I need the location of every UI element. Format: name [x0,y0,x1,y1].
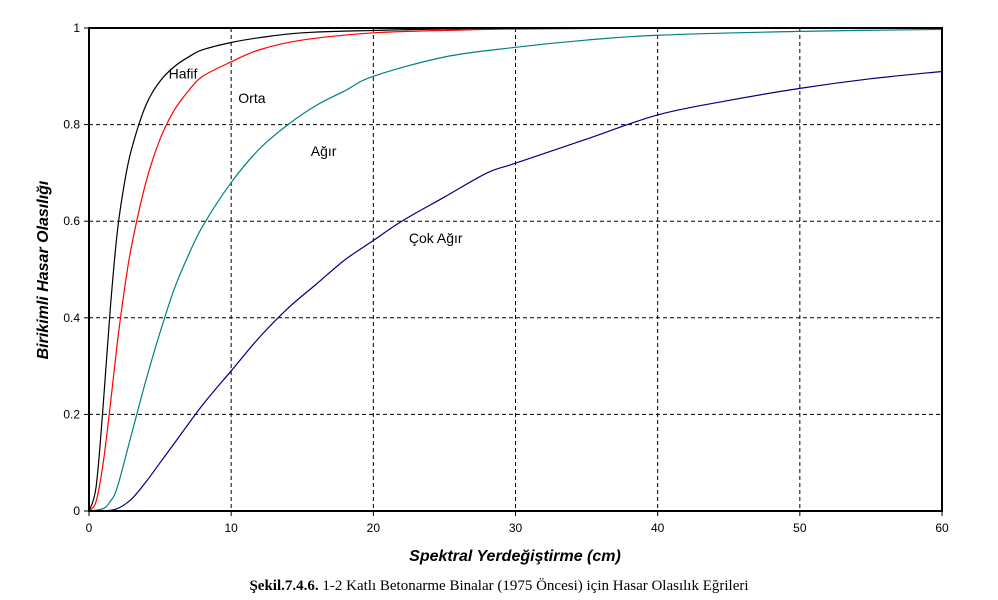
damage-probability-chart: 0 10 20 30 40 50 60 0 0.2 0.4 0.6 0.8 1 Hafif Orta Ağ… [35,21,949,565]
curve-label-4: Çok Ağır [409,230,463,246]
x-tick-label: 10 [224,521,238,535]
y-tick-label: 0.6 [63,214,80,228]
curve-label-2: Orta [238,90,265,106]
x-axis: 0 10 20 30 40 50 60 [86,511,949,535]
x-tick-label: 30 [509,521,523,535]
x-tick-label: 20 [367,521,381,535]
y-tick-label: 0.2 [63,407,80,421]
y-axis: 0 0.2 0.4 0.6 0.8 1 [63,21,89,518]
series-line-2 [88,27,943,512]
y-tick-label: 0.8 [63,118,80,132]
y-tick-label: 0.4 [63,311,80,325]
figure-caption: Şekil.7.4.6. 1-2 Katlı Betonarme Binalar… [0,578,998,595]
curve-label-1: Hafif [169,66,198,82]
x-tick-label: 0 [86,521,93,535]
y-axis-title: Birikimli Hasar Olasılığı [35,180,52,359]
grid-lines [89,28,942,511]
y-tick-label: 1 [73,21,80,35]
x-axis-title: Spektral Yerdeğiştirme (cm) [409,548,621,565]
x-tick-label: 40 [651,521,665,535]
caption-text: 1-2 Katlı Betonarme Binalar (1975 Öncesi… [318,578,749,594]
x-tick-label: 60 [935,521,949,535]
caption-figure-number: Şekil.7.4.6. [249,578,319,594]
series-line-3 [88,28,943,512]
y-tick-label: 0 [73,504,80,518]
x-tick-label: 50 [793,521,807,535]
curve-label-3: Ağır [311,143,337,159]
series-line-4 [88,70,943,512]
curve-labels: Hafif Orta Ağır Çok Ağır [169,66,463,246]
